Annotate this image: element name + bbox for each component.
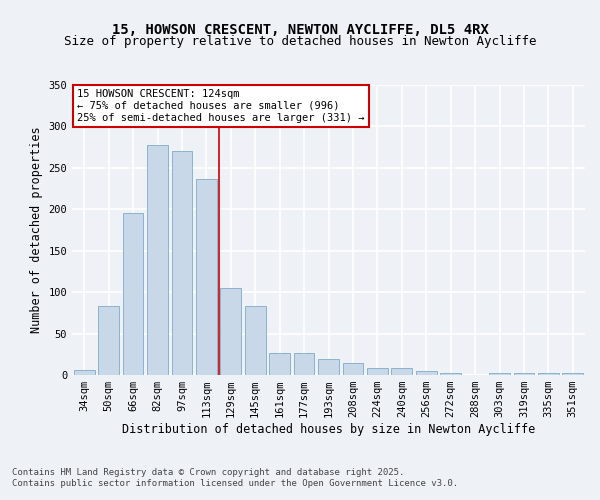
Bar (562, 374, 583, 375)
Text: Size of property relative to detached houses in Newton Aycliffe: Size of property relative to detached ho… (64, 35, 536, 48)
Bar (489, 374, 510, 375)
Bar (416, 371, 437, 375)
Bar (172, 152, 193, 375)
Bar (196, 180, 217, 375)
Bar (343, 362, 364, 375)
Bar (538, 374, 559, 375)
Bar (293, 352, 314, 375)
Bar (367, 368, 388, 375)
Bar (440, 374, 461, 375)
Bar (391, 368, 412, 375)
Text: 15, HOWSON CRESCENT, NEWTON AYCLIFFE, DL5 4RX: 15, HOWSON CRESCENT, NEWTON AYCLIFFE, DL… (112, 22, 488, 36)
Text: Contains HM Land Registry data © Crown copyright and database right 2025.: Contains HM Land Registry data © Crown c… (12, 468, 404, 477)
Bar (220, 288, 241, 375)
Bar (245, 306, 266, 375)
Bar (269, 352, 290, 375)
X-axis label: Distribution of detached houses by size in Newton Aycliffe: Distribution of detached houses by size … (122, 423, 535, 436)
Bar (318, 360, 339, 375)
Y-axis label: Number of detached properties: Number of detached properties (30, 126, 43, 334)
Bar (514, 374, 535, 375)
Bar (147, 144, 168, 375)
Text: Contains public sector information licensed under the Open Government Licence v3: Contains public sector information licen… (12, 479, 458, 488)
Bar (98, 306, 119, 375)
Bar (122, 212, 143, 375)
Text: 15 HOWSON CRESCENT: 124sqm
← 75% of detached houses are smaller (996)
25% of sem: 15 HOWSON CRESCENT: 124sqm ← 75% of deta… (77, 90, 365, 122)
Bar (74, 370, 95, 375)
